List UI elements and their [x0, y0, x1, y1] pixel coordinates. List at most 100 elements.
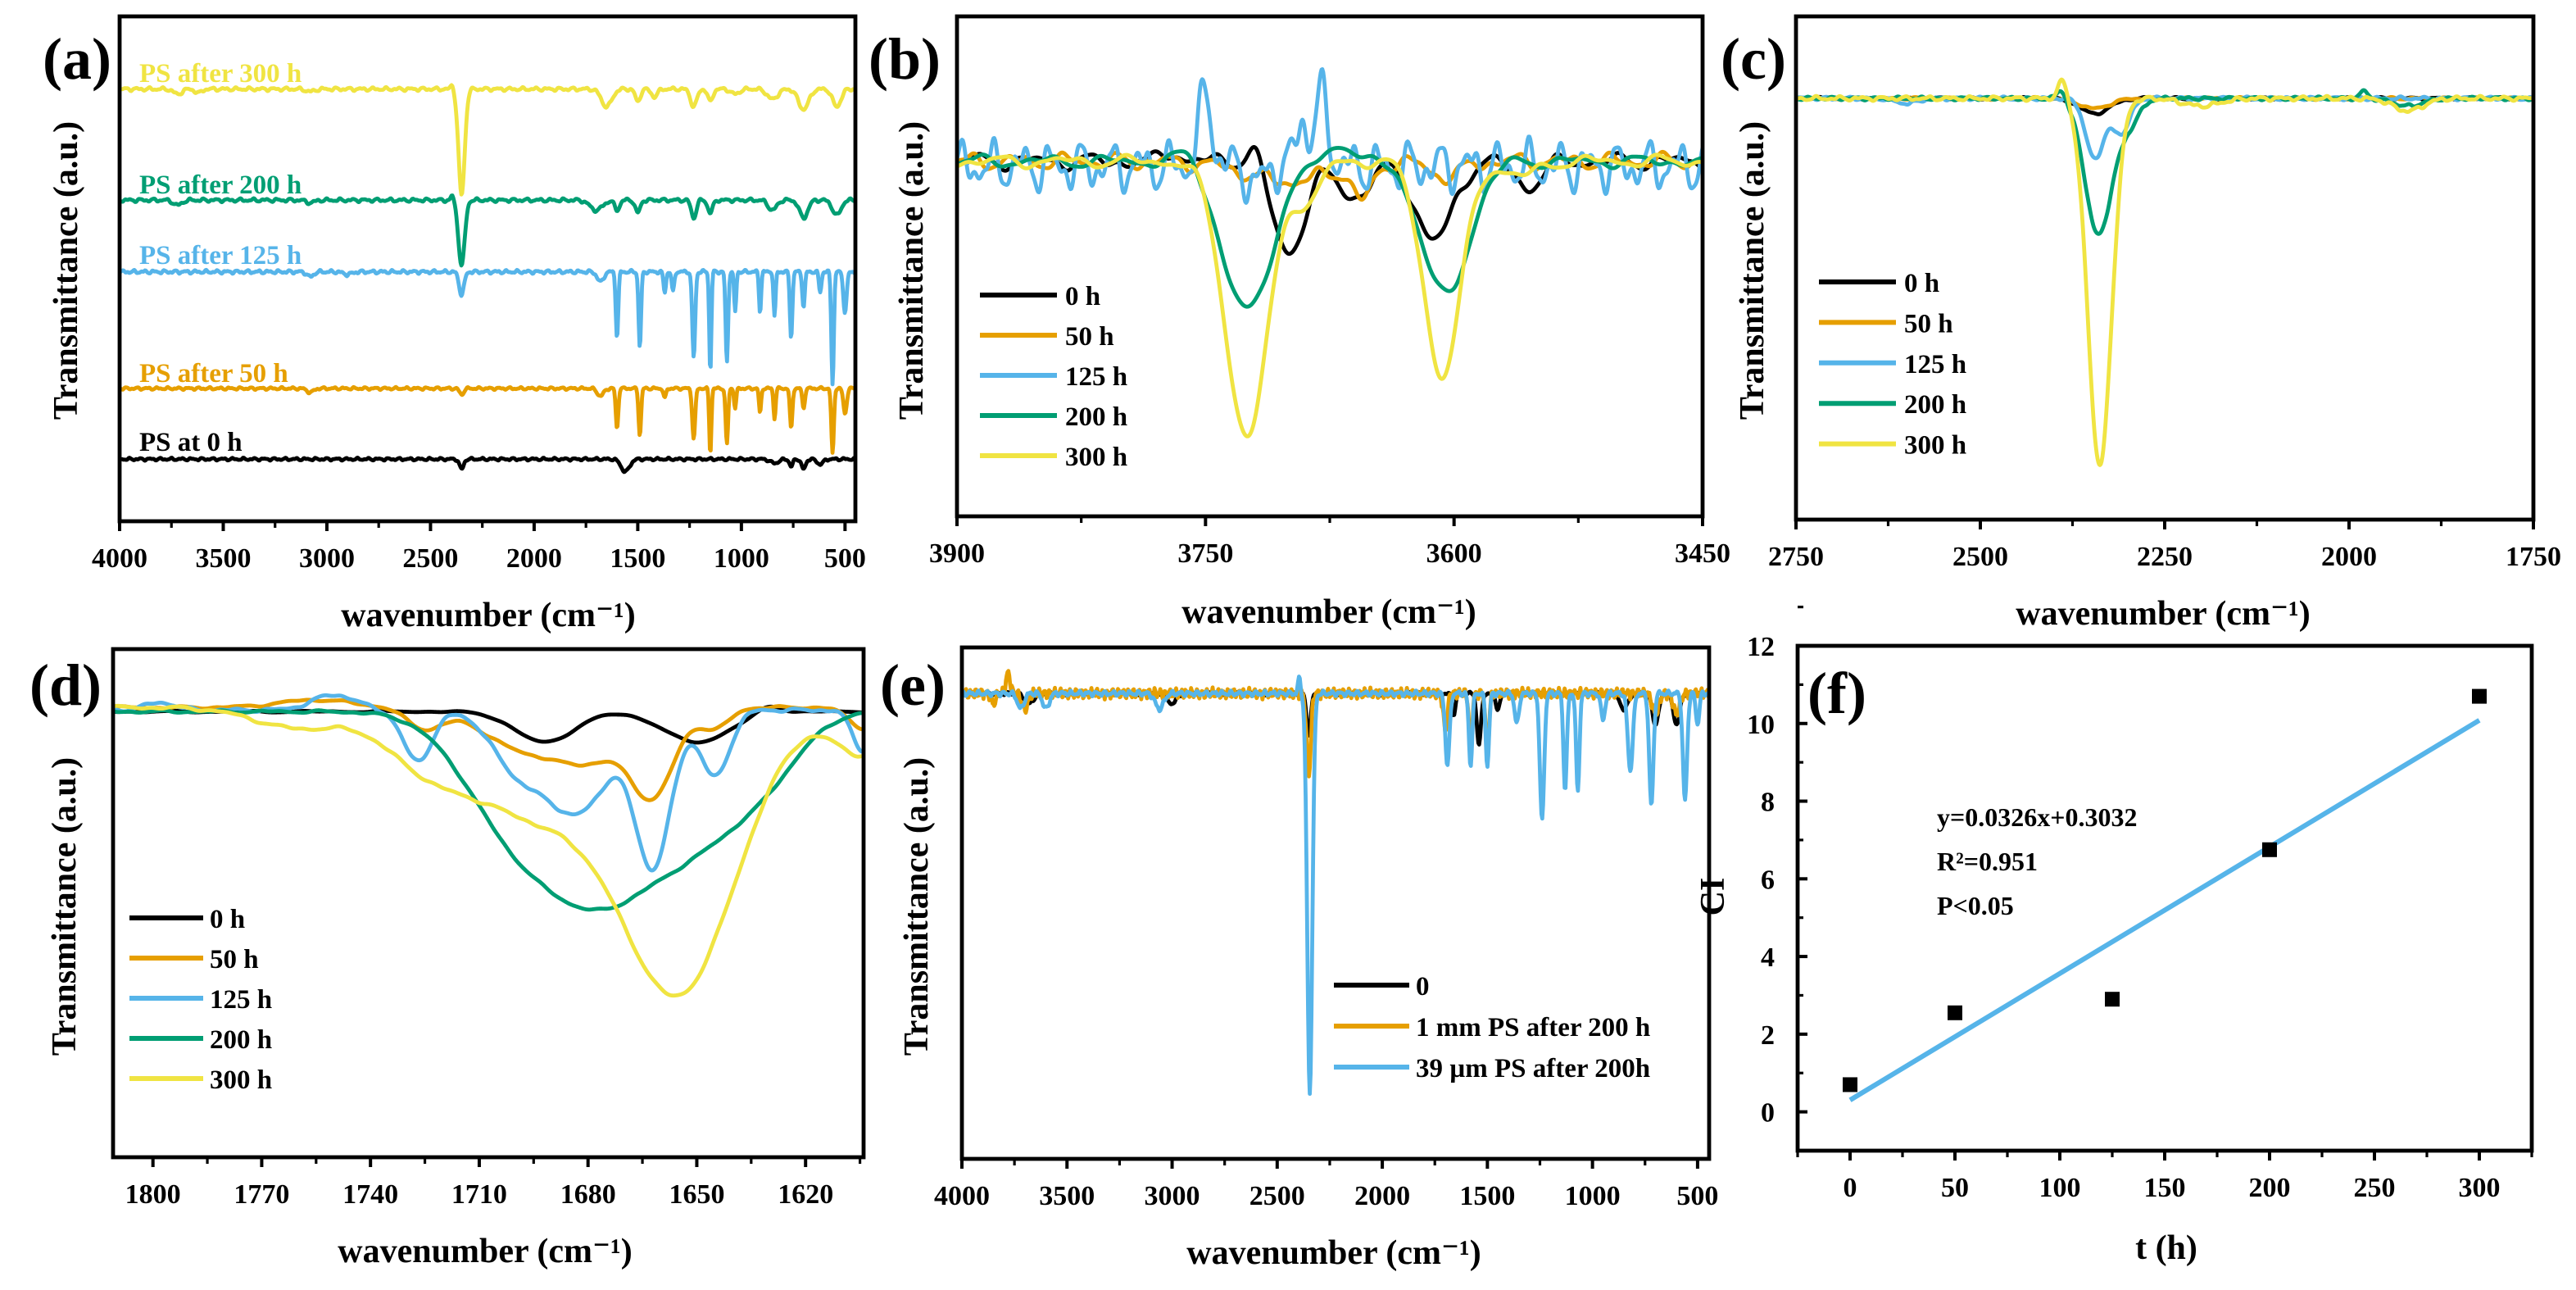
plot-area — [1796, 77, 2533, 467]
x-tick-label: 2500 — [402, 543, 458, 574]
series-line-50-h — [113, 697, 864, 802]
series-line-300-h — [1796, 77, 2533, 467]
axes-frame — [955, 14, 1705, 519]
series-label: PS after 125 h — [139, 241, 302, 270]
series-label: PS at 0 h — [139, 428, 243, 457]
x-tick-label: 150 — [2144, 1173, 2186, 1203]
x-tick-label: 2500 — [1952, 542, 2008, 572]
data-point — [2472, 688, 2487, 704]
x-axis-label: wavenumber (cm⁻¹) — [341, 597, 635, 634]
series-line-PS-after-50-h — [120, 384, 855, 455]
x-tick-label: 3500 — [195, 543, 251, 574]
panel-b: 3900 3750 3600 3450 (b) wavenumber (cm⁻¹) Tran… — [868, 14, 1730, 631]
legend-label: 200 h — [1904, 390, 1966, 420]
data-point — [2105, 992, 2120, 1007]
x-tick-label: 500 — [1676, 1181, 1718, 1211]
y-tick-label: 0 — [1761, 1098, 1775, 1129]
legend-label: 0 h — [210, 905, 245, 934]
x-tick-label: 250 — [2354, 1173, 2396, 1203]
x-tick-label: 3000 — [1145, 1181, 1200, 1211]
plot-area — [113, 693, 864, 998]
x-tick-label: 2500 — [1249, 1181, 1305, 1211]
x-tick-label: 1710 — [451, 1179, 507, 1210]
legend-label: 125 h — [210, 985, 272, 1015]
x-tick-label: 1800 — [125, 1179, 181, 1210]
panel-a: 4000 3500 3000 2500 2000 1500 1000 500 (a) wavenu… — [43, 14, 866, 634]
series-line-300-h — [957, 152, 1703, 438]
panel-e: 4000 3500 3000 2500 2000 1500 1000 500 (e) wavenu… — [880, 645, 1718, 1272]
panel-letter: (e) — [880, 652, 946, 718]
x-tick-label: 3500 — [1039, 1181, 1095, 1211]
axes-frame — [959, 645, 1712, 1161]
series-label: PS after 50 h — [139, 359, 288, 388]
axes-frame — [117, 14, 858, 524]
series-line-300-h — [113, 703, 864, 998]
x-axis-label: wavenumber (cm⁻¹) — [2016, 595, 2310, 633]
panel-letter: (c) — [1721, 26, 1786, 92]
x-tick-label: 500 — [824, 543, 866, 574]
y-tick-label: 10 — [1747, 710, 1775, 740]
x-tick-label: 2250 — [2137, 542, 2193, 572]
annotation: P<0.05 — [1937, 891, 2014, 920]
x-tick-label: 1770 — [234, 1179, 289, 1210]
legend-label: 125 h — [1904, 350, 1966, 379]
legend-label: 39 µm PS after 200h — [1416, 1054, 1650, 1083]
x-tick-label: 1750 — [2506, 542, 2561, 572]
series-line-39-µm-PS-after-200h — [962, 675, 1709, 1097]
data-point — [1948, 1005, 1962, 1020]
x-tick-label: 50 — [1941, 1173, 1969, 1203]
x-tick-label: 3600 — [1426, 538, 1482, 569]
fit-line — [1848, 718, 2481, 1102]
series-label: PS after 300 h — [139, 59, 302, 89]
x-axis-label: wavenumber (cm⁻¹) — [338, 1233, 632, 1270]
x-tick-label: 1740 — [342, 1179, 398, 1210]
legend-label: 125 h — [1065, 362, 1127, 392]
data-point — [2262, 842, 2277, 857]
legend-label: 300 h — [210, 1065, 272, 1095]
legend-label: 50 h — [210, 945, 259, 974]
panel-letter: (d) — [29, 652, 102, 718]
x-tick-label: 3450 — [1675, 538, 1730, 569]
y-axis-label: Transmittance (a.u.) — [898, 757, 936, 1056]
axes-frame — [1795, 643, 2534, 1153]
x-tick-label: 2000 — [506, 543, 562, 574]
legend-label: 300 h — [1065, 443, 1127, 472]
panel-f: 0 50 100 150 200 250 300 0 2 4 6 8 10 12 (f) t (h) CI y=0… — [1694, 606, 2534, 1267]
series-line-PS-after-125-h — [120, 267, 855, 387]
legend-label: 1 mm PS after 200 h — [1416, 1013, 1650, 1042]
x-tick-label: 3750 — [1177, 538, 1233, 569]
legend-label: 0 h — [1065, 282, 1100, 311]
legend-label: 0 — [1416, 972, 1430, 1002]
panel-d: 1800 1770 1740 1710 1680 1650 1620 (d) wavenumbe… — [29, 647, 866, 1270]
axes-frame — [1794, 14, 2536, 522]
y-axis-label: CI — [1694, 878, 1732, 916]
x-tick-label: 1500 — [610, 543, 665, 574]
series-line-PS-after-200-h — [120, 193, 855, 268]
panel-c: 2750 2500 2250 2000 1750 (c) wavenumber (cm⁻¹)… — [1721, 14, 2561, 633]
x-tick-label: 2000 — [1354, 1181, 1410, 1211]
y-tick-label: 4 — [1761, 943, 1775, 973]
x-axis-label: wavenumber (cm⁻¹) — [1186, 1234, 1481, 1272]
y-tick-label: 8 — [1761, 788, 1775, 818]
x-tick-label: 300 — [2459, 1173, 2501, 1203]
series-line-PS-at-0-h — [120, 456, 855, 475]
y-axis-label: Transmittance (a.u.) — [46, 757, 84, 1056]
x-tick-label: 1000 — [714, 543, 769, 574]
y-axis-label: Transmittance (a.u.) — [1734, 121, 1771, 420]
panel-letter: (b) — [868, 26, 941, 92]
panel-letter: (f) — [1807, 661, 1866, 726]
legend-label: 0 h — [1904, 269, 1939, 298]
series-label: PS after 200 h — [139, 170, 302, 200]
x-tick-label: 3000 — [299, 543, 355, 574]
x-tick-label: 2750 — [1768, 542, 1824, 572]
x-tick-label: 3900 — [929, 538, 985, 569]
x-tick-label: 4000 — [934, 1181, 990, 1211]
legend-label: 300 h — [1904, 431, 1966, 461]
series-line-200-h — [1796, 88, 2533, 236]
annotation: y=0.0326x+0.3032 — [1937, 802, 2137, 832]
x-axis-label: wavenumber (cm⁻¹) — [1181, 593, 1476, 631]
series-line-PS-after-300-h — [120, 83, 855, 197]
plot-area — [962, 669, 1709, 1097]
plot-area — [1843, 688, 2487, 1102]
